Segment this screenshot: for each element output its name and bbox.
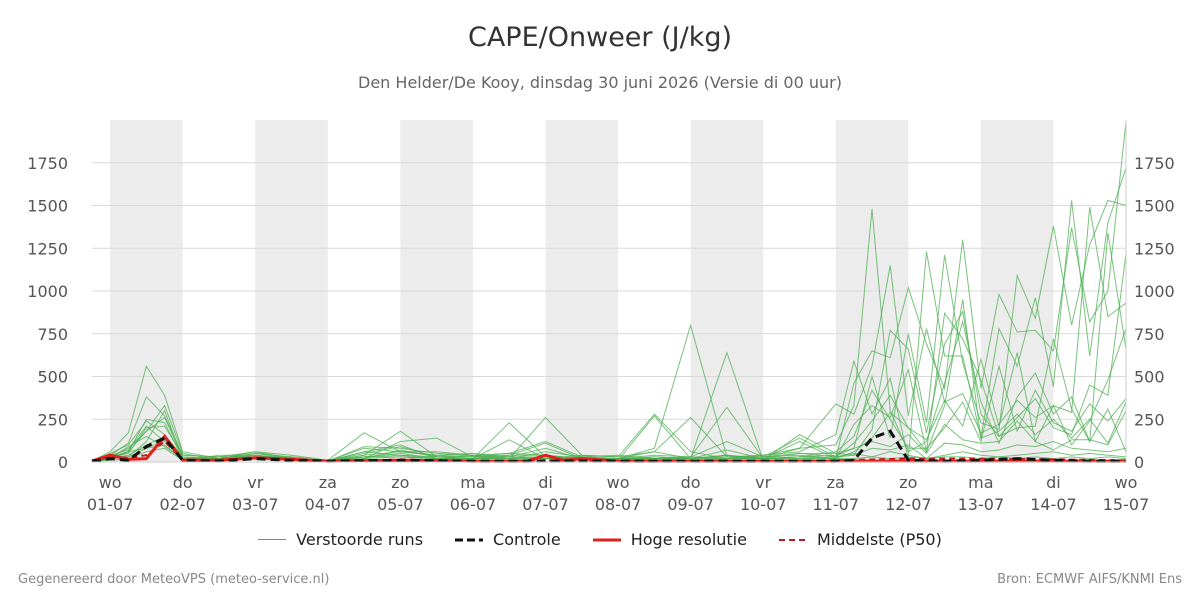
legend-swatch-median	[778, 538, 807, 541]
chart-subtitle: Den Helder/De Kooy, dinsdag 30 juni 2026…	[358, 73, 842, 92]
ensemble-member-line	[91, 232, 1127, 462]
control-line	[91, 429, 1126, 463]
y-tick-label-left: 1500	[27, 197, 68, 216]
axes: 0 0 250 250 500 500 750 750 1000 1000 1250 1250 1500…	[27, 120, 1175, 514]
grid-lines	[92, 162, 1126, 420]
x-tick-day: do	[681, 473, 701, 492]
legend-swatch-control	[455, 538, 484, 541]
ensemble-member-line	[91, 416, 1127, 462]
x-tick-date: 11-07	[813, 495, 860, 514]
legend-label-median: Middelste (P50)	[816, 530, 942, 549]
y-tick-label-left: 250	[37, 410, 68, 429]
x-tick-day: za	[319, 473, 337, 492]
chart-title: CAPE/Onweer (J/kg)	[467, 22, 732, 53]
legend-swatch-highres	[592, 538, 621, 541]
x-tick-date: 01-07	[87, 495, 134, 514]
ensemble-member-line	[91, 439, 1127, 462]
x-tick-date: 14-07	[1030, 495, 1077, 514]
x-tick-day: za	[827, 473, 845, 492]
legend-item-median: Middelste (P50)	[778, 530, 942, 549]
x-tick-day: wo	[99, 473, 122, 492]
x-tick-day: do	[173, 473, 193, 492]
x-tick-date: 06-07	[450, 495, 497, 514]
x-tick-day: di	[1046, 473, 1061, 492]
x-tick-date: 05-07	[377, 495, 424, 514]
x-tick-date: 02-07	[159, 495, 206, 514]
x-tick-date: 13-07	[958, 495, 1005, 514]
footer-generated-by: Gegenereerd door MeteoVPS (meteo-service…	[18, 572, 330, 587]
legend-item-control: Controle	[455, 530, 561, 549]
x-tick-day: ma	[968, 473, 993, 492]
x-tick-day: vr	[755, 473, 771, 492]
y-tick-label-right: 1250	[1134, 239, 1175, 258]
x-tick-date: 09-07	[667, 495, 714, 514]
x-tick-day: di	[538, 473, 553, 492]
x-tick-date: 08-07	[595, 495, 642, 514]
x-tick-date: 10-07	[740, 495, 787, 514]
legend-item-highres: Hoge resolutie	[592, 530, 747, 549]
x-tick-day: wo	[1115, 473, 1138, 492]
legend-swatch-perturbed	[258, 539, 287, 540]
y-tick-label-right: 500	[1134, 368, 1165, 387]
y-tick-label-right: 0	[1134, 453, 1144, 472]
legend-label-highres: Hoge resolutie	[630, 530, 747, 549]
footer-source: Bron: ECMWF AIFS/KNMI Ens	[997, 572, 1182, 587]
legend-item-perturbed: Verstoorde runs	[258, 530, 423, 549]
y-tick-label-right: 750	[1134, 325, 1165, 344]
x-tick-date: 07-07	[522, 495, 569, 514]
x-tick-date: 04-07	[305, 495, 352, 514]
x-tick-date: 15-07	[1103, 495, 1150, 514]
y-tick-label-left: 1250	[27, 239, 68, 258]
y-tick-label-left: 500	[37, 368, 68, 387]
y-tick-label-left: 0	[58, 453, 68, 472]
legend: Verstoorde runs Controle Hoge resolutie …	[0, 530, 1200, 549]
y-tick-label-right: 1750	[1134, 154, 1175, 173]
y-tick-label-right: 250	[1134, 410, 1165, 429]
ensemble-member-line	[91, 167, 1127, 462]
y-tick-label-right: 1500	[1134, 197, 1175, 216]
x-tick-date: 12-07	[885, 495, 932, 514]
legend-label-perturbed: Verstoorde runs	[296, 530, 424, 549]
x-tick-day: vr	[247, 473, 263, 492]
x-tick-day: zo	[899, 473, 917, 492]
y-tick-label-left: 1750	[27, 154, 68, 173]
x-tick-day: wo	[607, 473, 630, 492]
x-tick-day: ma	[460, 473, 485, 492]
y-tick-label-left: 1000	[27, 282, 68, 301]
y-tick-label-right: 1000	[1134, 282, 1175, 301]
x-tick-date: 03-07	[232, 495, 279, 514]
legend-label-control: Controle	[493, 530, 561, 549]
x-tick-day: zo	[391, 473, 409, 492]
main-lines	[91, 429, 1127, 463]
y-tick-label-left: 750	[37, 325, 68, 344]
